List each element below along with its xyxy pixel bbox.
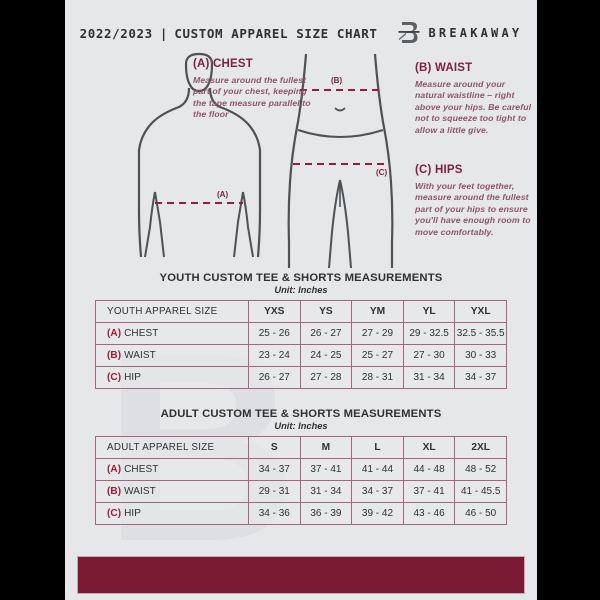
youth-size-table-block: YOUTH CUSTOM TEE & SHORTS MEASUREMENTS U… — [95, 272, 507, 389]
callout-chest: (A) CHEST Measure around the fullest par… — [193, 58, 315, 121]
column-header: YXS — [248, 300, 301, 323]
header-season: 2022/2023 — [79, 25, 153, 41]
table-header-row: ADULT APPAREL SIZE S M L XL 2XL — [95, 436, 507, 459]
page-title: CUSTOM APPAREL SIZE CHART — [174, 25, 378, 41]
table-cell: 28 - 31 — [351, 366, 404, 389]
table-row: (B) WAIST 23 - 24 24 - 25 25 - 27 27 - 3… — [95, 344, 507, 367]
column-header: M — [299, 436, 353, 459]
table-cell: 26 - 27 — [299, 322, 353, 345]
table-cell: 27 - 28 — [299, 366, 353, 389]
adult-size-table: ADULT APPAREL SIZE S M L XL 2XL (A) CHES… — [95, 436, 507, 525]
header-separator: | — [159, 25, 168, 41]
table-cell: 32.5 - 35.5 — [454, 322, 507, 345]
callout-waist-text: Measure around your natural waistline – … — [415, 79, 532, 135]
column-header: XL — [402, 436, 456, 459]
callout-hips-title: (C) HIPS — [415, 164, 463, 176]
youth-table-unit: Unit: Inches — [274, 285, 328, 295]
adult-row-header: ADULT APPAREL SIZE — [95, 436, 249, 459]
youth-table-title: YOUTH CUSTOM TEE & SHORTS MEASUREMENTS — [159, 272, 443, 284]
column-header: YM — [351, 300, 404, 323]
table-cell: 36 - 39 — [299, 502, 353, 525]
table-cell: 25 - 27 — [351, 344, 404, 367]
waist-marker-label: (B) — [331, 76, 343, 85]
chest-marker-label: (A) — [217, 190, 229, 199]
footer-bar — [77, 556, 525, 594]
table-cell: 43 - 46 — [402, 502, 456, 525]
column-header: 2XL — [454, 436, 507, 459]
table-cell: 29 - 32.5 — [402, 322, 456, 345]
table-cell: 48 - 52 — [454, 458, 507, 481]
hips-marker-label: (C) — [376, 168, 388, 177]
breakaway-b-logo-icon — [398, 20, 420, 46]
table-cell: 41 - 45.5 — [454, 480, 507, 503]
table-row: (C) HIP 34 - 36 36 - 39 39 - 42 43 - 46 … — [95, 502, 507, 525]
measurement-illustration: (A) (B) (C) (A) CHEST Measure around the… — [65, 52, 537, 270]
row-label: (A) CHEST — [95, 458, 249, 481]
table-cell: 27 - 30 — [402, 344, 456, 367]
row-label: (C) HIP — [95, 502, 249, 525]
table-cell: 25 - 26 — [248, 322, 301, 345]
callout-chest-text: Measure around the fullest part of your … — [193, 75, 311, 120]
brand-name: BREAKAWAY — [428, 26, 523, 40]
table-cell: 39 - 42 — [351, 502, 404, 525]
column-header: YXL — [454, 300, 507, 323]
row-label: (B) WAIST — [95, 344, 249, 367]
callout-hips: (C) HIPS With your feet together, measur… — [415, 164, 537, 238]
table-row: (A) CHEST 34 - 37 37 - 41 41 - 44 44 - 4… — [95, 458, 507, 481]
callout-hips-text: With your feet together, measure around … — [415, 181, 531, 237]
table-cell: 34 - 37 — [454, 366, 507, 389]
table-row: (C) HIP 26 - 27 27 - 28 28 - 31 31 - 34 … — [95, 366, 507, 389]
callout-chest-title: (A) CHEST — [193, 58, 253, 70]
table-row: (A) CHEST 25 - 26 26 - 27 27 - 29 29 - 3… — [95, 322, 507, 345]
callout-waist-title: (B) WAIST — [415, 62, 473, 74]
youth-size-table: YOUTH APPAREL SIZE YXS YS YM YL YXL (A) … — [95, 300, 507, 389]
row-label: (B) WAIST — [95, 480, 249, 503]
brand-lockup: BREAKAWAY — [398, 20, 523, 46]
column-header: YS — [299, 300, 353, 323]
table-cell: 37 - 41 — [299, 458, 353, 481]
table-cell: 31 - 34 — [299, 480, 353, 503]
table-cell: 29 - 31 — [248, 480, 301, 503]
male-torso-outline-icon — [137, 52, 394, 269]
table-row: (B) WAIST 29 - 31 31 - 34 34 - 37 37 - 4… — [95, 480, 507, 503]
row-label: (C) HIP — [95, 366, 249, 389]
table-cell: 34 - 37 — [248, 458, 301, 481]
row-label: (A) CHEST — [95, 322, 249, 345]
youth-row-header: YOUTH APPAREL SIZE — [95, 300, 249, 323]
table-cell: 27 - 29 — [351, 322, 404, 345]
table-cell: 37 - 41 — [402, 480, 456, 503]
adult-size-table-block: ADULT CUSTOM TEE & SHORTS MEASUREMENTS U… — [95, 408, 507, 525]
table-cell: 41 - 44 — [351, 458, 404, 481]
column-header: L — [351, 436, 404, 459]
table-cell: 44 - 48 — [402, 458, 456, 481]
table-cell: 31 - 34 — [402, 366, 456, 389]
column-header: S — [248, 436, 301, 459]
table-cell: 24 - 25 — [299, 344, 353, 367]
callout-waist: (B) WAIST Measure around your natural wa… — [415, 62, 535, 136]
column-header: YL — [402, 300, 456, 323]
table-cell: 46 - 50 — [454, 502, 507, 525]
size-chart-page: B 2022/2023 | CUSTOM APPAREL SIZE CHART … — [65, 0, 537, 600]
table-cell: 34 - 36 — [248, 502, 301, 525]
table-cell: 30 - 33 — [454, 344, 507, 367]
table-cell: 26 - 27 — [248, 366, 301, 389]
table-cell: 34 - 37 — [351, 480, 404, 503]
table-header-row: YOUTH APPAREL SIZE YXS YS YM YL YXL — [95, 300, 507, 323]
page-header: 2022/2023 | CUSTOM APPAREL SIZE CHART BR… — [65, 18, 537, 48]
adult-table-unit: Unit: Inches — [274, 421, 328, 431]
table-cell: 23 - 24 — [248, 344, 301, 367]
adult-table-title: ADULT CUSTOM TEE & SHORTS MEASUREMENTS — [160, 408, 442, 420]
